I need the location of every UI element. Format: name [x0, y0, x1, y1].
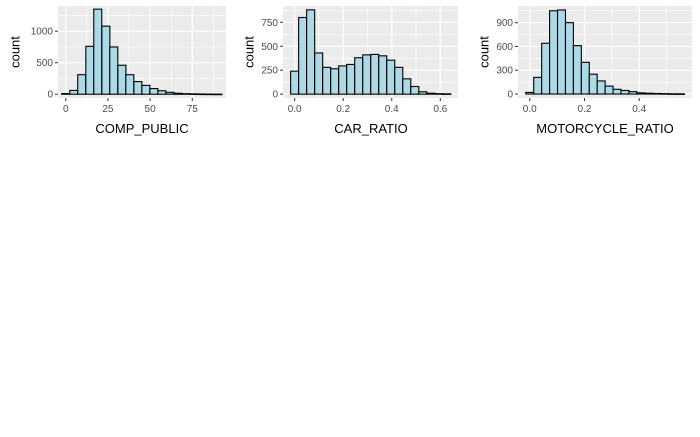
y-tick-label: 750: [261, 18, 278, 29]
y-tick-label: 250: [261, 66, 278, 77]
x-tick-label: 0.0: [288, 104, 302, 115]
y-axis-title: count: [476, 36, 491, 68]
histogram-bar: [556, 9, 567, 95]
y-tick-label: 1000: [31, 27, 54, 38]
histogram-bar: [533, 76, 543, 95]
x-tick-label: 0: [63, 104, 69, 115]
histogram-bar: [596, 80, 606, 95]
y-tick-label: 300: [496, 66, 513, 77]
histogram-bar: [354, 57, 364, 95]
histogram-bar: [173, 92, 183, 95]
x-axis-title: COMP_PUBLIC: [95, 121, 188, 136]
histogram-bar: [564, 22, 574, 95]
x-tick-label: 75: [187, 104, 199, 115]
histogram-bar: [197, 93, 207, 96]
histogram-bar: [370, 53, 380, 95]
histogram-bar: [442, 93, 452, 95]
histogram-bar: [668, 93, 678, 95]
histogram-bar: [418, 91, 428, 95]
histogram-bar: [330, 68, 340, 95]
histogram-bar: [346, 63, 356, 95]
x-tick-label: 0.0: [523, 104, 537, 115]
histogram-bar: [61, 93, 71, 95]
histogram-bar: [612, 88, 622, 95]
histogram-bar: [378, 55, 388, 95]
x-tick-label: 0.2: [578, 104, 592, 115]
histogram-bar: [69, 89, 79, 95]
histogram-bar: [675, 93, 686, 95]
histogram-bar: [410, 85, 420, 95]
histogram-bar: [644, 92, 654, 95]
histogram-bar: [652, 92, 662, 95]
histogram-bar: [189, 93, 199, 95]
histogram-bar: [338, 65, 348, 95]
histogram-bar: [549, 10, 559, 95]
histogram-bar: [580, 61, 590, 95]
histogram-bar: [149, 87, 159, 95]
y-tick-label: 500: [261, 42, 278, 53]
histogram-bar: [525, 91, 535, 95]
histogram-bar: [298, 16, 308, 95]
y-tick-label: 900: [496, 18, 513, 29]
x-tick-label: 50: [145, 104, 157, 115]
histogram-bar: [141, 84, 151, 95]
histogram-bar: [426, 92, 436, 95]
x-tick-label: 0.4: [632, 104, 646, 115]
histogram-panel-2: 0 250 500 750 0.0 0.2 0.4 0.6 CAR_RATIO count: [241, 6, 458, 136]
histogram-bar: [93, 8, 103, 95]
x-tick-label: 0.2: [336, 104, 350, 115]
x-tick-label: 25: [102, 104, 114, 115]
histogram-bar: [109, 46, 119, 95]
histogram-bar: [541, 42, 551, 95]
histogram-bar: [434, 93, 444, 95]
y-tick-label: 500: [36, 58, 53, 69]
histogram-bar: [402, 78, 412, 95]
y-axis-title: count: [7, 36, 22, 68]
y-tick-label: 600: [496, 42, 513, 53]
histogram-bar: [117, 64, 127, 95]
histogram-bar: [205, 93, 215, 96]
histogram-bar: [362, 54, 372, 95]
histogram-bar: [620, 89, 630, 95]
histogram-panel-3: 0 300 600 900 0.0 0.2 0.4 MOTORCYCLE_RATIO count: [476, 6, 692, 136]
histogram-bar: [165, 91, 175, 95]
histogram-bar: [604, 85, 614, 95]
histogram-bar: [636, 92, 646, 95]
x-tick-label: 0.4: [385, 104, 399, 115]
histogram-bar: [306, 9, 316, 95]
histogram-bar: [125, 74, 135, 95]
histogram-bar: [660, 93, 670, 95]
histogram-bar: [628, 91, 638, 95]
x-axis-title: CAR_RATIO: [334, 121, 407, 136]
histogram-bar: [157, 90, 167, 95]
x-axis-title: MOTORCYCLE_RATIO: [536, 121, 673, 136]
histogram-bar: [314, 52, 324, 95]
histogram-bar: [181, 93, 191, 95]
histogram-bar: [588, 73, 598, 95]
histogram-bar: [77, 74, 87, 95]
y-tick-label: 0: [507, 90, 513, 101]
y-tick-label: 0: [47, 90, 53, 101]
histogram-bar: [386, 59, 396, 95]
y-axis-title: count: [241, 36, 256, 68]
histogram-panel-1: 0 500 1000 0 25 50 75 COMP_PUBLIC count: [7, 6, 226, 136]
histogram-bar: [101, 25, 111, 95]
histogram-bar: [290, 70, 300, 95]
y-tick-label: 0: [272, 90, 278, 101]
histogram-bar: [572, 45, 582, 95]
histogram-bar: [322, 66, 332, 95]
histogram-bar: [213, 93, 223, 96]
histogram-bar: [394, 66, 404, 95]
histogram-bar: [133, 81, 143, 95]
x-tick-label: 0.6: [433, 104, 447, 115]
histogram-bar: [85, 45, 95, 95]
